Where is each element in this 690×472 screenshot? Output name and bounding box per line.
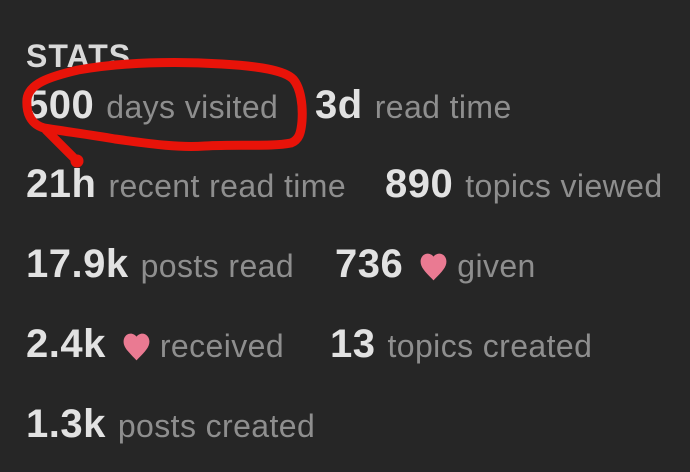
stat-label: posts read [140,248,295,284]
stat-value: 890 [385,162,454,206]
stat-value: 13 [330,322,376,366]
stat-label: days visited [106,89,279,125]
stat-label: topics created [387,328,593,364]
stat-value: 21h [26,162,97,206]
stat-posts-created: 1.3k posts created [26,404,315,444]
stat-recent-read-time: 21h recent read time [26,164,346,204]
stat-label: read time [374,89,512,125]
stat-likes-received: 2.4k received [26,324,284,364]
stat-label: recent read time [108,168,347,204]
heart-icon [418,253,449,281]
stat-label: posts created [117,408,316,444]
stats-heading: STATS [26,37,132,74]
stat-topics-created: 13 topics created [330,324,592,364]
stat-value: 2.4k [26,322,106,366]
stat-value: 3d [315,83,363,127]
stat-topics-viewed: 890 topics viewed [385,164,663,204]
stat-value: 17.9k [26,242,129,286]
stat-value: 736 [335,242,404,286]
stat-value: 1.3k [26,402,106,446]
stat-likes-given: 736 given [335,244,536,284]
stat-label: topics viewed [465,168,663,204]
stat-value: 500 [26,83,95,127]
stat-label: given [457,248,536,284]
stat-label: received [159,328,285,364]
stat-posts-read: 17.9k posts read [26,244,294,284]
stat-days-visited: 500 days visited [26,85,278,125]
heart-icon [121,333,152,361]
annotation-tail [41,125,79,163]
stat-read-time: 3d read time [315,85,512,125]
